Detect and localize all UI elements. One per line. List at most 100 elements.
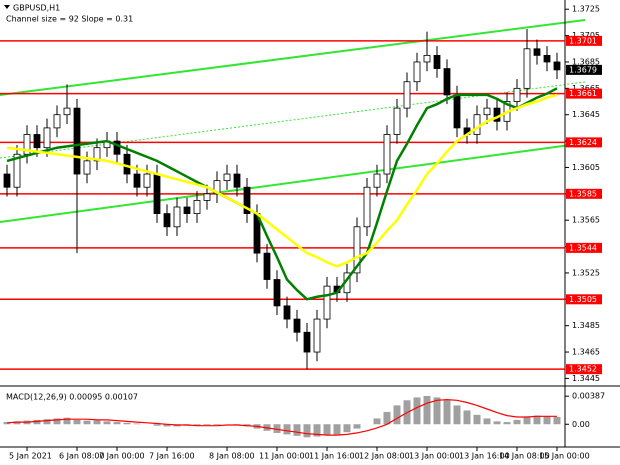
- candle-body: [33, 134, 41, 149]
- level-label-box: [566, 242, 602, 253]
- candle-body: [283, 305, 291, 320]
- x-tick-label: 12 Jan 08:00: [359, 452, 410, 461]
- macd-bar: [523, 417, 531, 425]
- candle-body: [63, 107, 71, 116]
- candle-body: [83, 160, 91, 175]
- candle-body: [403, 81, 411, 109]
- candle-body: [433, 54, 441, 69]
- candle-body: [13, 153, 21, 188]
- macd-bar: [83, 420, 91, 425]
- y-tick-label: 0.00: [572, 420, 590, 429]
- macd-title: MACD(12,26,9) 0.00095 0.00107: [6, 393, 138, 402]
- macd-bar: [373, 418, 381, 425]
- y-tick-label: 0.00387: [572, 392, 605, 401]
- candle-body: [243, 186, 251, 214]
- x-tick-label: 5 Jan 2021: [9, 452, 52, 461]
- candle-body: [183, 206, 191, 214]
- macd-bar: [63, 417, 71, 425]
- x-tick-label: 14 Jan 08:00: [499, 452, 550, 461]
- macd-bar: [553, 417, 561, 425]
- macd-bar: [333, 424, 341, 435]
- macd-bar: [493, 421, 501, 425]
- y-tick-label: 1.3645: [572, 110, 600, 119]
- candle-body: [513, 87, 521, 102]
- candle-body: [163, 213, 171, 228]
- y-tick-label: 1.3565: [572, 216, 600, 225]
- macd-bar: [393, 405, 401, 425]
- chart-title: GBPUSD,H1: [13, 4, 60, 13]
- candle-body: [373, 173, 381, 188]
- macd-bar: [43, 419, 51, 425]
- candle-body: [53, 114, 61, 129]
- macd-bar: [213, 424, 221, 425]
- candle-body: [113, 140, 121, 155]
- macd-bar: [13, 421, 21, 425]
- macd-bar: [483, 418, 491, 425]
- candle-body: [543, 54, 551, 63]
- candle-body: [323, 285, 331, 320]
- level-label: 1.3544: [569, 243, 597, 252]
- last-price-box: [566, 64, 602, 75]
- candle-body: [523, 48, 531, 89]
- macd-bar: [513, 419, 521, 425]
- macd-bar: [443, 400, 451, 425]
- level-label-box: [566, 294, 602, 305]
- y-tick-label: 1.3525: [572, 268, 600, 277]
- macd-bar: [93, 420, 101, 425]
- macd-bar: [203, 424, 211, 425]
- candle-body: [443, 68, 451, 96]
- candle-body: [383, 134, 391, 175]
- level-label-box: [566, 35, 602, 46]
- level-label: 1.3452: [569, 365, 597, 374]
- candle-body: [353, 226, 361, 274]
- macd-bar: [273, 424, 281, 433]
- y-tick-label: 1.3705: [572, 31, 600, 40]
- y-tick-label: 1.3725: [572, 5, 600, 14]
- macd-bar: [193, 424, 201, 426]
- candle-body: [123, 153, 131, 175]
- level-label: 1.3585: [569, 189, 597, 198]
- candle-body: [313, 318, 321, 353]
- macd-bar: [323, 424, 331, 436]
- macd-bar: [453, 405, 461, 425]
- title-icon: [4, 5, 10, 9]
- candle-body: [193, 200, 201, 214]
- candle-body: [223, 173, 231, 182]
- level-label: 1.3505: [569, 295, 597, 304]
- candle-body: [423, 54, 431, 63]
- candle-body: [93, 147, 101, 162]
- candle-body: [73, 107, 81, 175]
- level-label: 1.3624: [569, 138, 597, 147]
- x-tick-label: 8 Jan 08:00: [209, 452, 255, 461]
- macd-bar: [3, 422, 11, 425]
- macd-bar: [423, 395, 431, 425]
- candle-body: [263, 252, 271, 280]
- macd-bar: [353, 424, 361, 429]
- macd-bar: [283, 424, 291, 435]
- level-label-box: [566, 188, 602, 199]
- y-tick-label: 1.3605: [572, 163, 600, 172]
- candle-body: [393, 107, 401, 135]
- macd-bar: [53, 418, 61, 425]
- macd-bar: [293, 424, 301, 436]
- level-label-box: [566, 88, 602, 99]
- x-tick-label: 11 Jan 16:00: [309, 452, 360, 461]
- x-tick-label: 11 Jan 00:00: [259, 452, 310, 461]
- moving-average: [6, 87, 558, 301]
- candle-body: [203, 193, 211, 201]
- y-tick-label: 1.3485: [572, 321, 600, 330]
- macd-bar: [133, 423, 141, 425]
- candle-body: [413, 61, 421, 83]
- candle-body: [273, 279, 281, 307]
- candle-body: [173, 206, 181, 228]
- macd-bar: [543, 416, 551, 425]
- level-label: 1.3701: [569, 36, 597, 45]
- level-label-box: [566, 137, 602, 148]
- candle-body: [3, 173, 11, 188]
- x-tick-label: 13 Jan 00:00: [409, 452, 460, 461]
- candle-body: [43, 127, 51, 149]
- y-tick-label: 1.3445: [572, 374, 600, 383]
